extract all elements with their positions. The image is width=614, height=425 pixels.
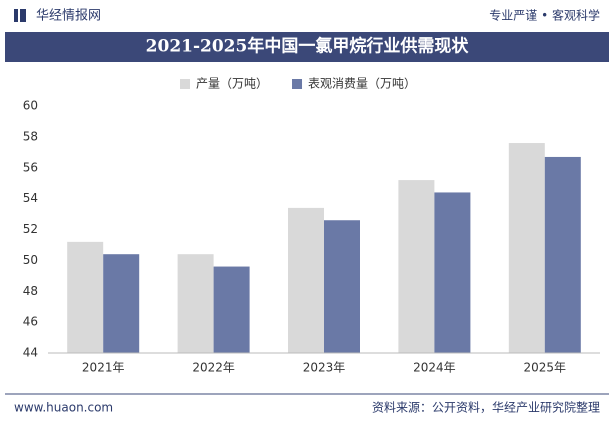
title-banner <box>5 32 609 62</box>
y-tick-label: 48 <box>23 284 38 298</box>
y-tick-label: 44 <box>23 346 38 360</box>
y-tick-label: 54 <box>23 191 38 205</box>
logo: 华经情报网 <box>36 9 101 24</box>
slogan: 专业严谨 • 客观科学 <box>489 8 600 23</box>
logo-icon <box>20 9 26 22</box>
bar <box>213 266 250 353</box>
bar <box>324 220 360 353</box>
bar <box>67 241 104 353</box>
y-tick-label: 52 <box>23 222 38 236</box>
y-tick-label: 50 <box>23 253 38 267</box>
website: www.huaon.com <box>14 401 113 415</box>
x-tick-label: 2025年 <box>524 361 567 375</box>
bar <box>434 192 471 353</box>
y-tick-label: 58 <box>23 129 38 143</box>
bar <box>288 207 324 353</box>
chart-title: 2021-2025年中国一氯甲烷行业供需现状 <box>146 36 470 57</box>
bar <box>177 254 214 353</box>
x-tick-label: 2024年 <box>413 361 456 375</box>
legend-swatch <box>292 79 303 89</box>
x-tick-label: 2023年 <box>303 361 346 375</box>
legend-swatch <box>180 79 190 89</box>
bar <box>508 143 545 353</box>
legend-label: 产量（万吨） <box>196 77 268 91</box>
x-tick-label: 2022年 <box>192 361 235 375</box>
bar <box>544 156 581 353</box>
source: 资料来源：公开资料，华经产业研究院整理 <box>372 400 600 415</box>
y-tick-label: 46 <box>23 315 38 329</box>
y-tick-label: 60 <box>23 99 38 113</box>
logo-icon <box>14 9 18 22</box>
x-tick-label: 2021年 <box>82 361 125 375</box>
legend-label: 表观消费量（万吨） <box>308 77 416 91</box>
y-tick-label: 56 <box>23 160 38 174</box>
bar <box>103 254 140 353</box>
bar <box>398 180 435 353</box>
